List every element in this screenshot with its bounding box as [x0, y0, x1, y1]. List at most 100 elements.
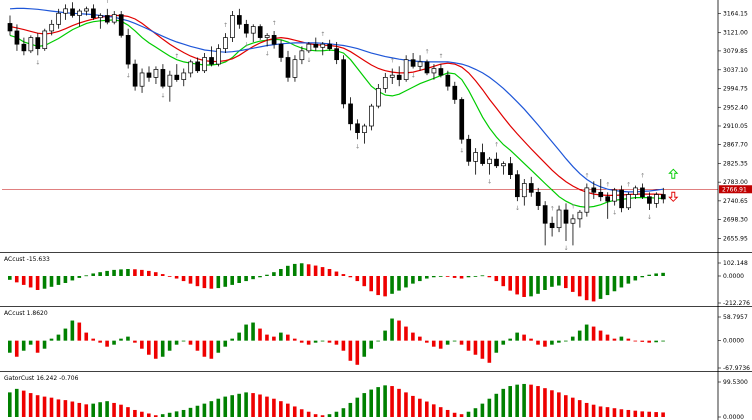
candle-bull	[223, 37, 228, 49]
histogram-bar	[383, 330, 387, 341]
histogram-bar	[56, 334, 61, 341]
histogram-bar	[28, 393, 33, 417]
histogram-bar	[494, 275, 499, 282]
histogram-bar	[174, 275, 179, 279]
histogram-bar	[466, 275, 471, 278]
histogram-bar	[334, 340, 339, 345]
candle-bear	[146, 72, 152, 78]
histogram-bar	[8, 275, 12, 280]
histogram-bar	[286, 403, 290, 417]
histogram-bar	[195, 405, 200, 417]
histogram-bar	[564, 395, 568, 417]
histogram-bar	[21, 390, 26, 417]
histogram-bar	[223, 340, 228, 347]
histogram-bar	[619, 275, 624, 288]
histogram-bar	[577, 330, 582, 341]
fractal-up-marker: ↑	[584, 172, 589, 179]
candle-bull	[577, 211, 583, 220]
histogram-bar	[445, 340, 450, 345]
histogram-bar	[56, 275, 61, 285]
histogram-bar	[564, 275, 568, 289]
histogram-bar	[258, 394, 262, 417]
candle-bull	[202, 57, 207, 72]
histogram-bar	[397, 388, 401, 417]
y-tick-label: 102.148	[723, 260, 748, 267]
y-tick-label: 2825.35	[723, 160, 748, 167]
histogram-bar	[230, 338, 234, 341]
histogram-bar	[459, 414, 464, 417]
fractal-up-marker: ↑	[438, 53, 443, 60]
candle-bull	[473, 152, 478, 162]
fractal-down-marker: ↓	[160, 92, 165, 99]
histogram-bar	[202, 403, 207, 417]
histogram-bar	[431, 275, 436, 278]
histogram-bar	[77, 275, 82, 278]
fractal-down-marker: ↓	[35, 59, 40, 66]
candle-bull	[417, 61, 423, 67]
histogram-bar	[28, 275, 33, 288]
histogram-bar	[327, 414, 332, 417]
histogram-bar	[126, 336, 130, 341]
histogram-bar	[306, 264, 311, 276]
fractal-down-marker: ↓	[306, 57, 311, 64]
candle-bull	[299, 50, 305, 61]
candle-bull	[612, 189, 618, 202]
candle-bear	[237, 15, 242, 25]
histogram-bar	[640, 340, 645, 342]
histogram-bar	[529, 338, 533, 341]
histogram-bar	[195, 275, 200, 287]
y-tick-label: 58.7957	[723, 314, 748, 321]
histogram-bar	[320, 267, 325, 276]
candle-bear	[480, 152, 485, 164]
signal-arrow-down	[668, 191, 679, 202]
candle-bull	[111, 14, 117, 23]
histogram-bar	[570, 336, 575, 341]
histogram-bar	[473, 408, 478, 417]
histogram-bar	[265, 334, 269, 341]
histogram-bar	[612, 408, 617, 417]
fractal-down-marker: ↓	[487, 179, 492, 186]
candle-bear	[91, 8, 96, 19]
histogram-bar	[140, 411, 144, 417]
candle-bull	[42, 30, 48, 49]
histogram-bar	[265, 396, 269, 417]
histogram-bar	[633, 410, 638, 417]
y-tick-label: 3079.85	[723, 48, 748, 55]
histogram-bar	[487, 398, 492, 417]
candle-bull	[292, 59, 298, 78]
histogram-bar	[543, 388, 547, 417]
candle-bear	[104, 15, 110, 23]
histogram-bar	[598, 330, 603, 341]
histogram-bar	[49, 275, 54, 287]
candle-bear	[118, 14, 124, 36]
candle-bear	[209, 57, 214, 65]
histogram-bar	[126, 407, 130, 417]
histogram-bar	[633, 275, 638, 281]
histogram-bar	[70, 320, 75, 341]
histogram-bar	[188, 340, 193, 345]
histogram-bar	[404, 326, 408, 341]
histogram-bar	[42, 275, 47, 289]
histogram-bar	[390, 275, 394, 294]
candle-bear	[334, 48, 339, 61]
histogram-bar	[425, 401, 429, 417]
histogram-bar	[105, 340, 109, 347]
histogram-bar	[501, 340, 506, 345]
y-tick-label: -67.9736	[723, 365, 750, 372]
histogram-bar	[418, 398, 422, 417]
histogram-bar	[654, 412, 658, 417]
histogram-bar	[383, 385, 387, 417]
candle-bull	[306, 43, 312, 52]
histogram-bar	[77, 322, 82, 341]
histogram-bar	[348, 402, 353, 417]
current-price-label: 2766.91	[722, 186, 747, 193]
histogram-bar	[237, 332, 241, 341]
histogram-bar	[661, 272, 665, 276]
candle-bull	[167, 74, 173, 87]
histogram-bar	[577, 275, 582, 297]
candle-bull	[556, 209, 562, 229]
ac-panel-two: ACcust 1.8620 58.7957 0.0000 -67.9736	[4, 310, 750, 372]
candle-bear	[445, 74, 451, 87]
